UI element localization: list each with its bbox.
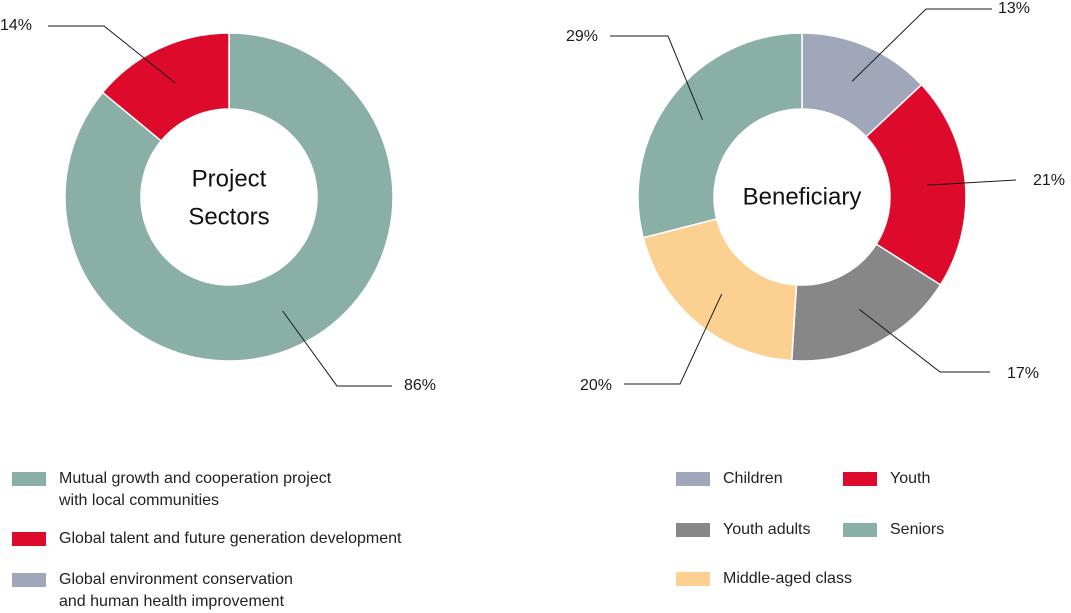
legend-swatch xyxy=(843,523,877,537)
value-label: 17% xyxy=(1007,365,1039,382)
legend-swatch xyxy=(676,472,710,486)
value-label: 13% xyxy=(998,0,1030,17)
legend-swatch xyxy=(12,532,46,546)
donut-slice xyxy=(637,32,803,239)
legend-label: Global talent and future generation deve… xyxy=(59,530,402,547)
donut-slice xyxy=(101,32,230,142)
value-label: 29% xyxy=(566,28,598,45)
leader-line xyxy=(927,179,1017,186)
legend-label: Children xyxy=(723,470,783,487)
donut-charts: 86% 14% Project Sectors 13% 21% 17% 20% 29% Benef… xyxy=(0,0,1065,394)
leader-line xyxy=(858,308,990,373)
value-label: 20% xyxy=(580,377,612,394)
legend-swatch xyxy=(676,523,710,537)
chart-title: Sectors xyxy=(188,203,269,230)
value-label: 21% xyxy=(1033,172,1065,189)
leader-line xyxy=(624,293,723,385)
chart-title: Beneficiary xyxy=(743,183,862,210)
legend-label: Seniors xyxy=(890,521,945,538)
legend-swatch xyxy=(843,472,877,486)
legend-label: Youth xyxy=(890,470,931,487)
legend-label: Middle-aged class xyxy=(723,570,852,587)
legend-swatch xyxy=(12,472,46,486)
value-label: 14% xyxy=(0,17,32,34)
legend-label: Mutual growth and cooperation project wi… xyxy=(59,470,332,509)
donut-slice xyxy=(64,32,394,362)
donut-slice xyxy=(642,217,798,362)
leader-line xyxy=(851,8,992,82)
leader-line xyxy=(48,25,176,84)
legend-swatch xyxy=(676,572,710,586)
donut-slice xyxy=(865,83,967,286)
leader-line xyxy=(610,35,703,120)
value-label: 86% xyxy=(404,377,436,394)
legend-label: Youth adults xyxy=(723,521,811,538)
legend-label: Global environment conservation and huma… xyxy=(59,571,293,610)
chart-title: Project xyxy=(192,165,267,192)
legend-swatch xyxy=(12,573,46,587)
leader-line xyxy=(282,310,392,387)
